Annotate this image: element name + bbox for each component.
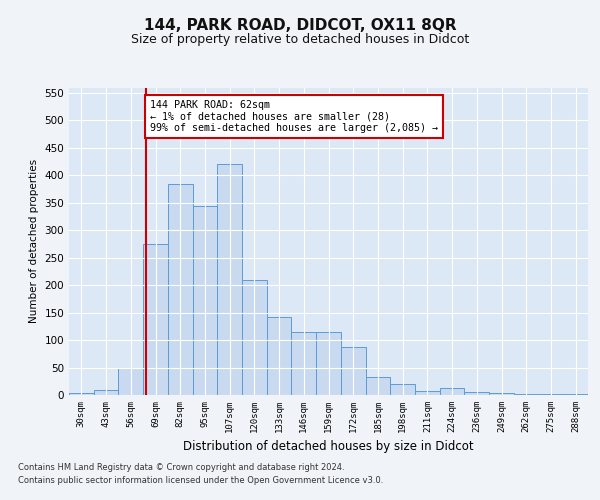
X-axis label: Distribution of detached houses by size in Didcot: Distribution of detached houses by size … (183, 440, 474, 454)
Bar (464, 392, 489, 395)
Text: 144, PARK ROAD, DIDCOT, OX11 8QR: 144, PARK ROAD, DIDCOT, OX11 8QR (143, 18, 457, 32)
Bar (168, 184, 193, 395)
Y-axis label: Number of detached properties: Number of detached properties (29, 159, 39, 324)
Bar (242, 280, 267, 395)
Bar (390, 384, 415, 395)
Bar (118, 368, 143, 395)
Bar (267, 317, 292, 395)
Bar (193, 206, 217, 395)
Bar (217, 164, 242, 395)
Bar (489, 394, 514, 395)
Bar (415, 390, 440, 395)
Bar (365, 378, 390, 395)
Text: Contains public sector information licensed under the Open Government Licence v3: Contains public sector information licen… (18, 476, 383, 485)
Bar (514, 394, 539, 395)
Bar (143, 244, 168, 395)
Text: 144 PARK ROAD: 62sqm
← 1% of detached houses are smaller (28)
99% of semi-detach: 144 PARK ROAD: 62sqm ← 1% of detached ho… (150, 100, 438, 134)
Bar (341, 346, 365, 395)
Bar (440, 388, 464, 395)
Bar (69, 394, 94, 395)
Bar (539, 394, 563, 395)
Bar (94, 390, 118, 395)
Text: Size of property relative to detached houses in Didcot: Size of property relative to detached ho… (131, 32, 469, 46)
Bar (316, 332, 341, 395)
Bar (292, 332, 316, 395)
Text: Contains HM Land Registry data © Crown copyright and database right 2024.: Contains HM Land Registry data © Crown c… (18, 462, 344, 471)
Bar (563, 394, 588, 395)
